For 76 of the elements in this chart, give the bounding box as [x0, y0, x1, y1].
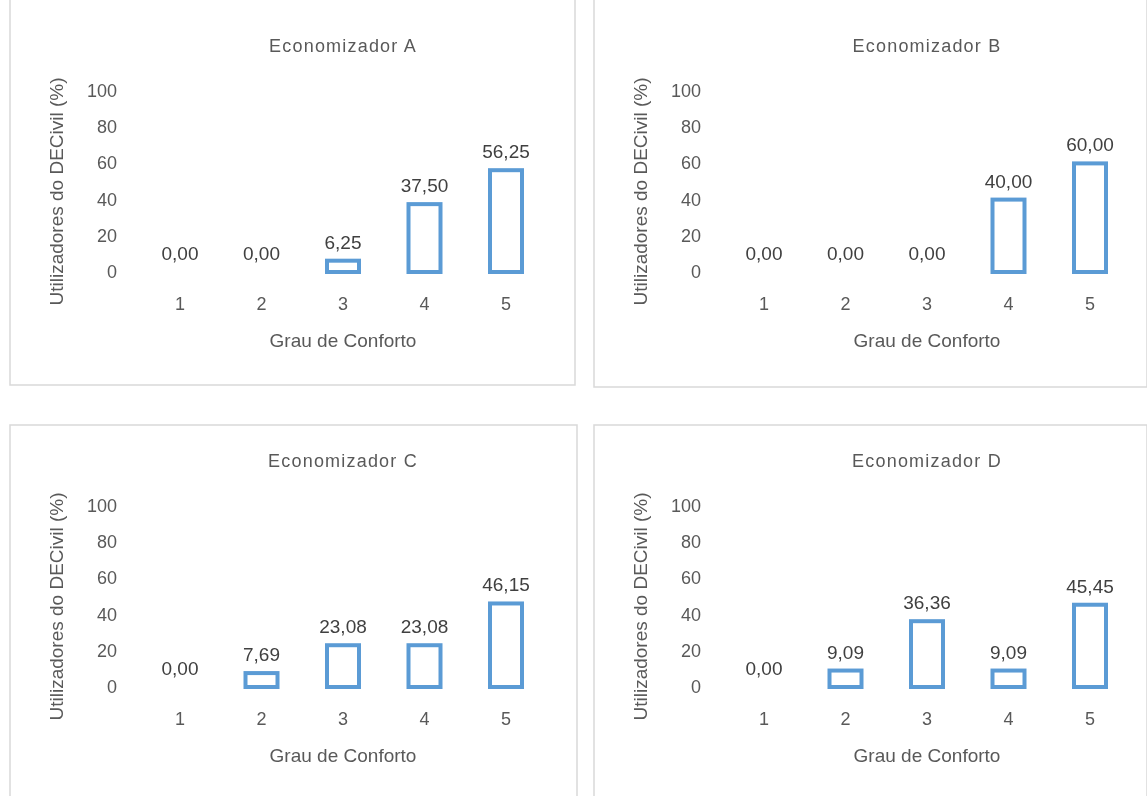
data-label: 9,09: [990, 641, 1027, 663]
y-tick-label: 100: [86, 496, 117, 516]
y-tick-label: 20: [96, 640, 117, 661]
x-axis-title: Grau de Conforto: [269, 745, 417, 766]
data-label: 45,45: [1066, 575, 1114, 597]
y-tick-label: 40: [680, 189, 701, 210]
x-tick-label: 3: [921, 709, 933, 729]
y-tick-label: 60: [96, 568, 117, 589]
data-label: 0,00: [908, 243, 946, 264]
x-tick-label: 4: [1003, 294, 1014, 314]
data-label: 7,69: [243, 644, 280, 666]
x-tick-label: 3: [337, 709, 349, 729]
y-tick-label: 60: [680, 153, 701, 174]
x-tick-label: 2: [256, 294, 267, 314]
y-tick-label: 80: [680, 532, 701, 553]
data-label: 0,00: [745, 243, 783, 264]
data-label: 0,00: [161, 658, 199, 679]
data-label: 37,50: [400, 175, 449, 197]
y-tick-label: 0: [106, 677, 117, 697]
y-axis-title: Utilizadores do DECivil (%): [46, 492, 67, 721]
y-tick-label: 40: [96, 189, 117, 210]
x-tick-label: 1: [174, 294, 186, 314]
y-tick-label: 20: [680, 640, 701, 661]
x-tick-label: 5: [1084, 294, 1096, 314]
x-axis-title: Grau de Conforto: [269, 330, 417, 351]
data-label: 6,25: [324, 231, 362, 253]
x-axis-title: Grau de Conforto: [853, 745, 1001, 766]
x-tick-label: 2: [840, 709, 851, 729]
data-label: 0,00: [243, 243, 280, 264]
y-tick-label: 20: [96, 225, 117, 246]
y-axis-title: Utilizadores do DECivil (%): [630, 77, 651, 306]
y-tick-label: 20: [680, 225, 701, 246]
y-tick-label: 40: [96, 604, 117, 625]
x-tick-label: 3: [337, 294, 349, 314]
data-label: 40,00: [984, 170, 1033, 192]
y-axis-title: Utilizadores do DECivil (%): [46, 77, 67, 306]
y-tick-label: 100: [670, 496, 701, 516]
x-tick-label: 4: [419, 294, 430, 314]
y-tick-label: 60: [680, 568, 701, 589]
x-tick-label: 5: [1084, 709, 1096, 729]
y-tick-label: 60: [96, 153, 117, 174]
y-tick-label: 0: [690, 262, 701, 282]
data-label: 23,08: [400, 616, 449, 638]
x-tick-label: 2: [840, 294, 851, 314]
y-tick-label: 0: [690, 677, 701, 697]
y-tick-label: 80: [96, 532, 117, 553]
data-label: 56,25: [482, 141, 530, 163]
chart-title: Economizador D: [852, 451, 1002, 471]
data-label: 0,00: [827, 243, 864, 264]
chart-title: Economizador A: [269, 36, 417, 56]
x-tick-label: 4: [419, 709, 430, 729]
data-label: 46,15: [482, 574, 530, 596]
y-tick-label: 80: [680, 117, 701, 138]
x-tick-label: 1: [758, 709, 770, 729]
x-tick-label: 5: [500, 709, 512, 729]
y-tick-label: 100: [86, 81, 117, 101]
data-label: 36,36: [903, 592, 951, 614]
data-label: 23,08: [319, 616, 367, 638]
y-tick-label: 100: [670, 81, 701, 101]
x-tick-label: 2: [256, 709, 267, 729]
data-label: 9,09: [827, 641, 864, 663]
chart-title: Economizador B: [852, 36, 1002, 56]
data-label: 60,00: [1066, 134, 1114, 156]
x-axis-title: Grau de Conforto: [853, 330, 1001, 351]
y-tick-label: 0: [106, 262, 117, 282]
x-tick-label: 4: [1003, 709, 1014, 729]
x-tick-label: 1: [174, 709, 186, 729]
data-label: 0,00: [161, 243, 199, 264]
y-axis-title: Utilizadores do DECivil (%): [630, 492, 651, 721]
y-tick-label: 40: [680, 604, 701, 625]
data-label: 0,00: [745, 658, 783, 679]
chart-title: Economizador C: [268, 451, 418, 471]
x-tick-label: 1: [758, 294, 770, 314]
y-tick-label: 80: [96, 117, 117, 138]
x-tick-label: 3: [921, 294, 933, 314]
x-tick-label: 5: [500, 294, 512, 314]
